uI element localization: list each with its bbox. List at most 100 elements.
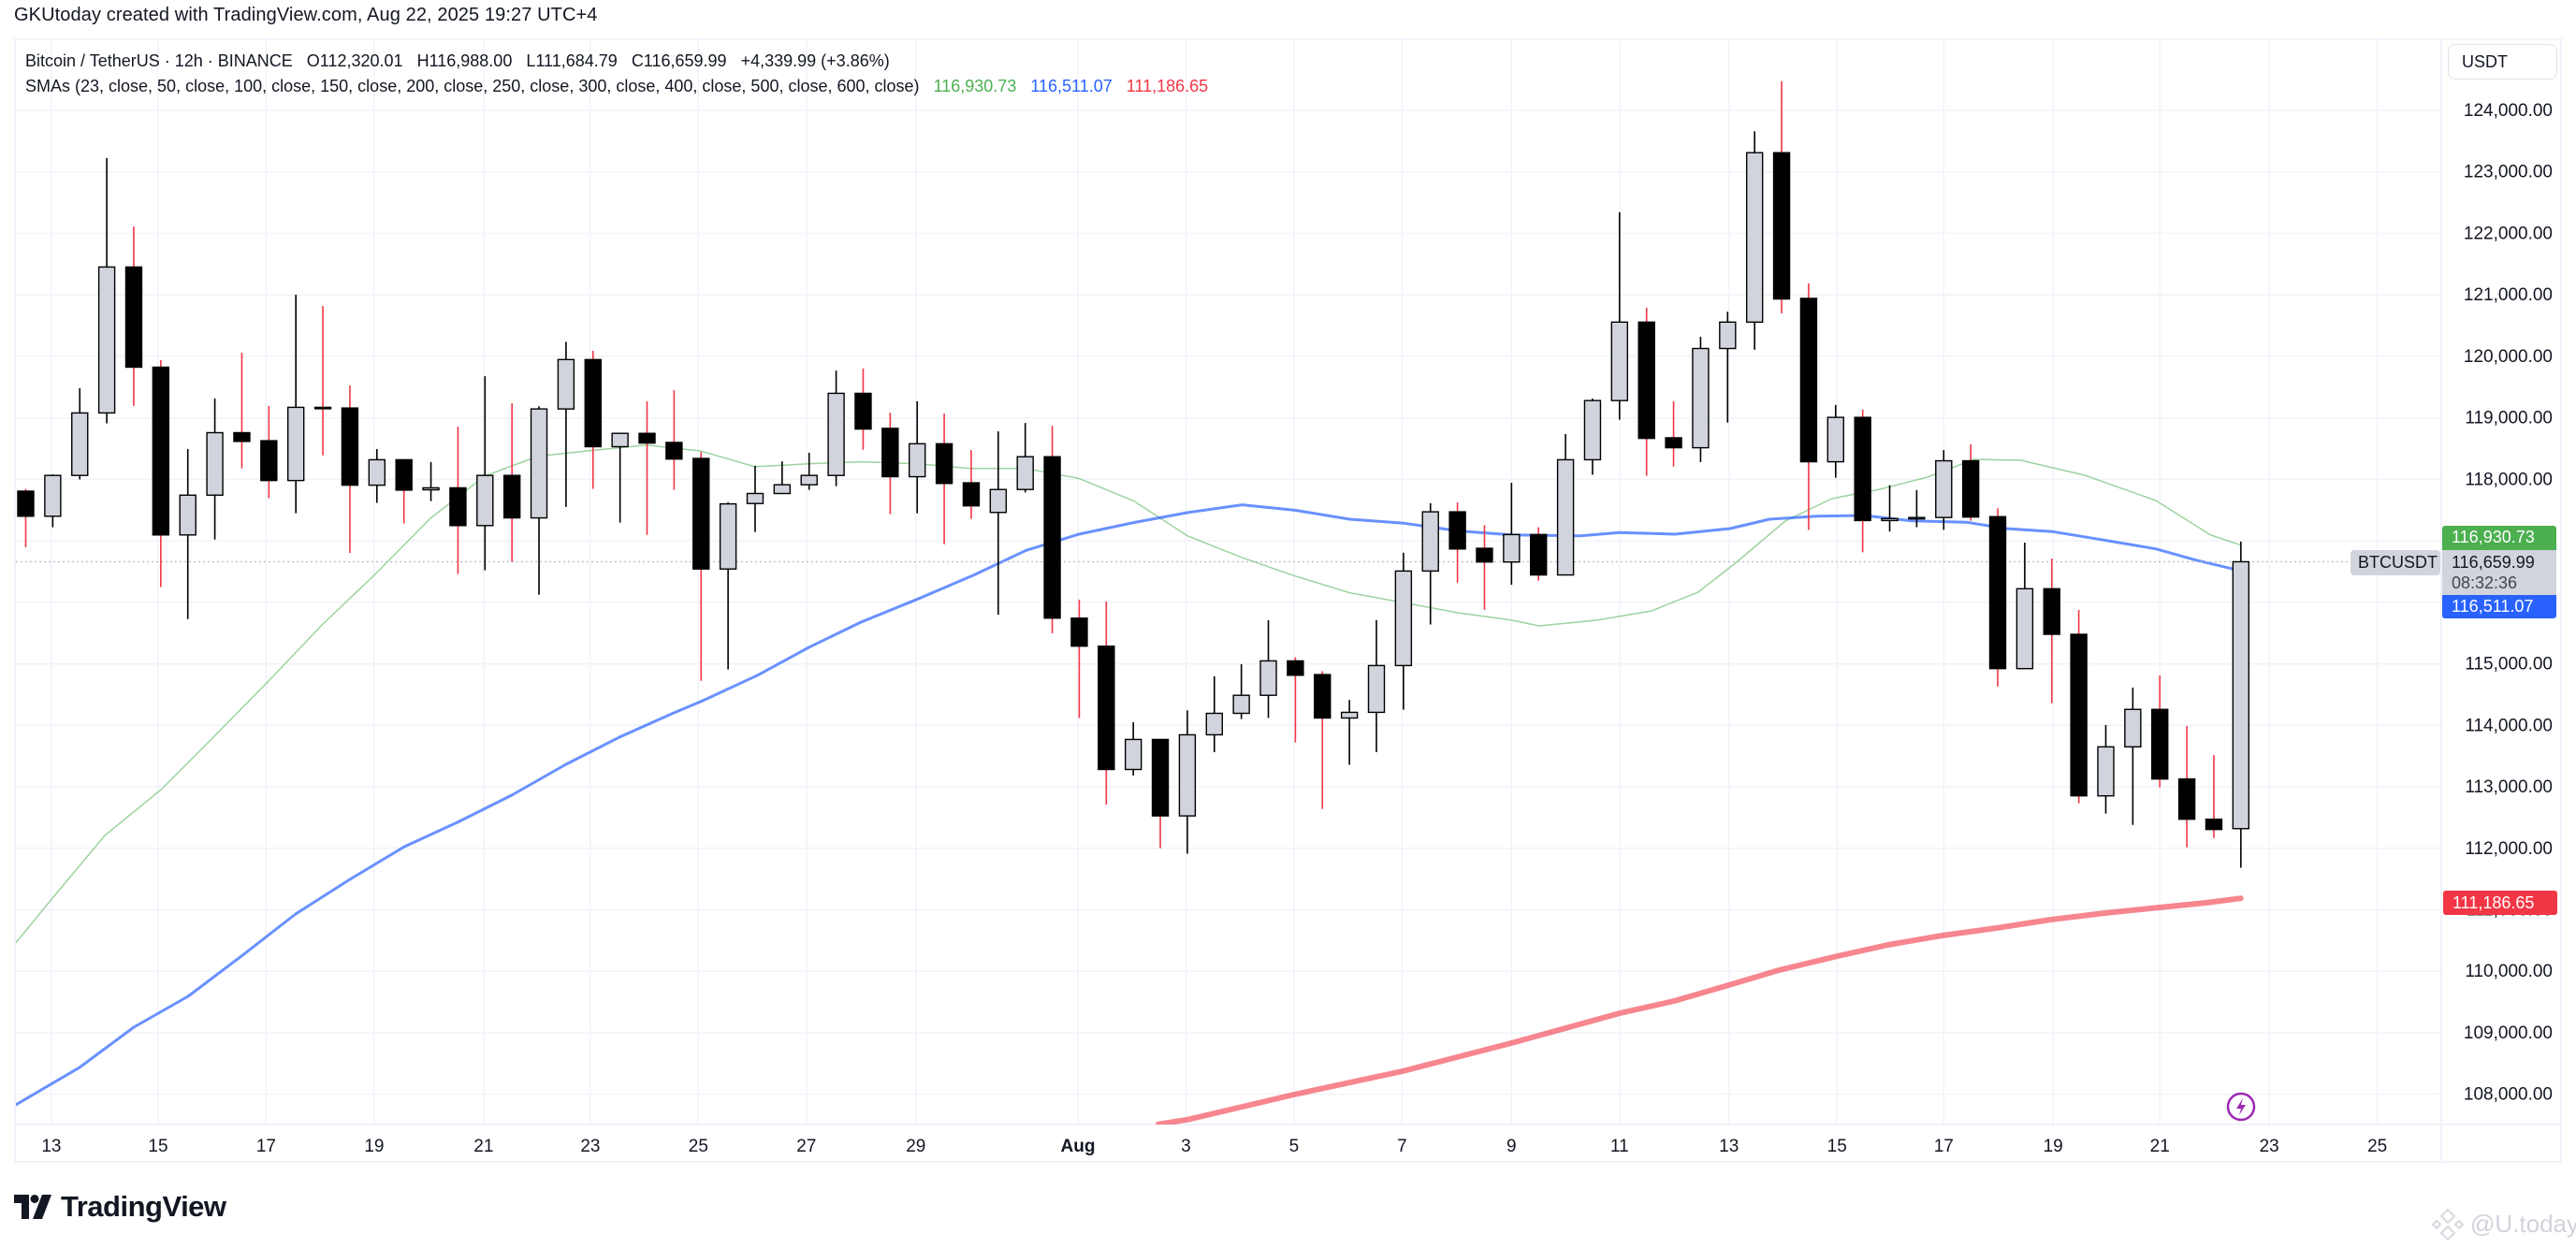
candle[interactable] xyxy=(584,351,602,489)
candle[interactable] xyxy=(1367,619,1386,752)
candle[interactable] xyxy=(962,450,981,519)
candle[interactable] xyxy=(854,368,872,450)
price-axis[interactable]: 124,000.00 123,000.00 122,000.00 121,000.00… xyxy=(2464,101,2553,1105)
candle[interactable] xyxy=(665,390,683,490)
candle[interactable] xyxy=(1232,664,1250,719)
candle[interactable] xyxy=(2124,688,2142,825)
candle[interactable] xyxy=(260,405,278,499)
time-tick-label: 23 xyxy=(580,1137,600,1156)
candle[interactable] xyxy=(395,458,413,524)
candle[interactable] xyxy=(449,427,467,574)
candle[interactable] xyxy=(44,474,62,528)
candle[interactable] xyxy=(1124,722,1142,776)
candle[interactable] xyxy=(1665,400,1682,467)
candle[interactable] xyxy=(1935,450,1953,530)
candle[interactable] xyxy=(2177,726,2196,848)
candle[interactable] xyxy=(1314,671,1332,809)
candle[interactable] xyxy=(179,448,196,619)
candle[interactable] xyxy=(17,488,35,548)
candle[interactable] xyxy=(909,400,926,514)
candle[interactable] xyxy=(1205,675,1223,752)
candle[interactable] xyxy=(719,501,737,670)
candle[interactable] xyxy=(638,400,656,535)
candle[interactable] xyxy=(1070,600,1088,718)
candle[interactable] xyxy=(341,385,359,554)
candle[interactable] xyxy=(152,359,170,588)
candle[interactable] xyxy=(1448,502,1466,583)
candle[interactable] xyxy=(1772,80,1791,313)
sma23-value: 116,930.73 xyxy=(933,77,1017,95)
candle[interactable] xyxy=(502,403,521,562)
candle[interactable] xyxy=(692,452,710,681)
candle[interactable] xyxy=(1043,425,1061,633)
candle[interactable] xyxy=(476,376,494,571)
candle[interactable] xyxy=(827,370,845,486)
candle[interactable] xyxy=(1178,710,1197,854)
candle[interactable] xyxy=(1394,552,1413,710)
candle[interactable] xyxy=(71,388,89,480)
candle[interactable] xyxy=(1016,423,1034,493)
time-axis[interactable]: 13 15 17 19 21 23 25 27 29 Aug 3 5 7 9 11 13 15 17 19 21 23 2… xyxy=(41,1137,2387,1156)
candle[interactable] xyxy=(313,306,332,456)
currency-button[interactable]: USDT xyxy=(2448,44,2557,80)
candle[interactable] xyxy=(1476,525,1493,610)
candle[interactable] xyxy=(935,414,953,544)
candle[interactable] xyxy=(2097,724,2115,814)
candle[interactable] xyxy=(2016,543,2034,670)
candle[interactable] xyxy=(881,413,899,515)
sma-row: SMAs (23, close, 50, close, 100, close, … xyxy=(25,74,1208,99)
candle[interactable] xyxy=(1421,502,1439,625)
candle[interactable] xyxy=(773,461,792,495)
candle[interactable] xyxy=(2232,541,2250,868)
sma200-line[interactable] xyxy=(1156,895,2244,1125)
time-tick-label: 29 xyxy=(906,1137,925,1156)
candle[interactable] xyxy=(800,452,818,490)
candle[interactable] xyxy=(2151,675,2169,788)
candle[interactable] xyxy=(1530,527,1548,581)
tradingview-logo[interactable]: TradingView xyxy=(14,1190,226,1224)
sma-indicator-label[interactable]: SMAs (23, close, 50, close, 100, close, … xyxy=(25,77,920,95)
candle[interactable] xyxy=(206,399,224,540)
candle[interactable] xyxy=(1961,443,1980,521)
candle[interactable] xyxy=(530,406,548,595)
candle[interactable] xyxy=(233,353,251,469)
sma50-value: 116,511.07 xyxy=(1030,77,1113,95)
candle[interactable] xyxy=(422,461,440,501)
chart-credit: GKUtoday created with TradingView.com, A… xyxy=(14,5,598,25)
candle[interactable] xyxy=(368,448,386,503)
candle[interactable] xyxy=(2070,609,2088,804)
sma50-line[interactable] xyxy=(14,503,2243,1107)
candle[interactable] xyxy=(557,341,575,507)
candle[interactable] xyxy=(1503,483,1521,586)
candle[interactable] xyxy=(1799,283,1818,530)
candle[interactable] xyxy=(1988,508,2007,687)
candle[interactable] xyxy=(1719,312,1737,423)
time-tick-label: 17 xyxy=(256,1137,276,1156)
candle[interactable] xyxy=(746,465,764,532)
candle[interactable] xyxy=(1340,700,1359,765)
candle[interactable] xyxy=(1745,131,1764,350)
candle[interactable] xyxy=(989,431,1008,616)
candle[interactable] xyxy=(1610,211,1629,420)
candle[interactable] xyxy=(1826,404,1844,478)
symbol-info[interactable]: Bitcoin / TetherUS · 12h · BINANCE xyxy=(25,51,293,70)
candle[interactable] xyxy=(1098,601,1115,805)
candle[interactable] xyxy=(611,432,629,523)
candle[interactable] xyxy=(1287,657,1304,743)
lightning-icon[interactable] xyxy=(2226,1092,2256,1122)
candle[interactable] xyxy=(1556,434,1575,576)
candle[interactable] xyxy=(1854,409,1871,553)
candle[interactable] xyxy=(1259,619,1277,718)
candle[interactable] xyxy=(1637,307,1655,476)
candle[interactable] xyxy=(287,294,305,514)
candle[interactable] xyxy=(1583,399,1602,475)
candle[interactable] xyxy=(1881,485,1899,532)
candle[interactable] xyxy=(1908,489,1926,528)
candle[interactable] xyxy=(2043,559,2060,704)
candle[interactable] xyxy=(97,157,116,424)
candle[interactable] xyxy=(124,226,143,406)
candle[interactable] xyxy=(2205,754,2223,838)
candle[interactable] xyxy=(1151,738,1170,849)
candle[interactable] xyxy=(1692,337,1710,462)
